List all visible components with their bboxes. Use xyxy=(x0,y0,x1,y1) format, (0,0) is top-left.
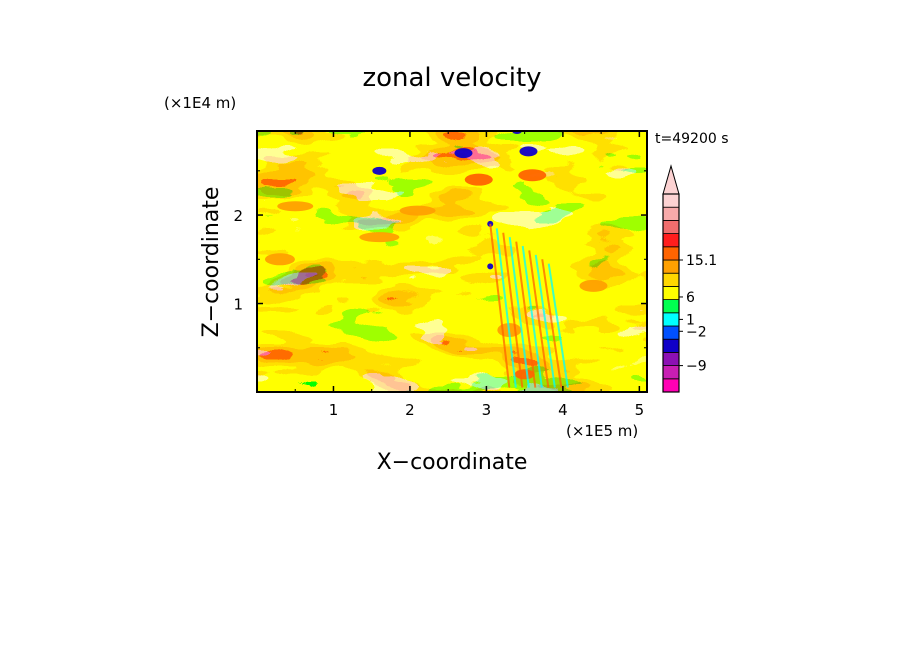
colorbar-swatch xyxy=(662,299,680,314)
y-unit-label: (×1E4 m) xyxy=(164,94,236,112)
colorbar-label: 15.1 xyxy=(686,253,717,269)
colorbar-swatch xyxy=(662,285,680,300)
field-blob xyxy=(514,369,535,380)
x-tick-label: 5 xyxy=(635,401,645,419)
colorbar-swatch xyxy=(662,206,680,221)
field-streak xyxy=(489,223,511,388)
x-axis-ticks: 1 2 3 4 5 xyxy=(294,131,645,419)
field-blob xyxy=(264,253,295,266)
y-tick-label: 1 xyxy=(233,296,243,314)
colorbar-swatch xyxy=(662,233,680,248)
field-streak xyxy=(521,245,543,388)
colorbar-swatch xyxy=(662,351,680,366)
y-axis-ticks: 12 xyxy=(233,170,647,349)
plot-frame xyxy=(256,130,648,393)
field-streak xyxy=(502,232,524,388)
colorbar-label: 1 xyxy=(686,312,695,328)
colorbar-swatch xyxy=(662,325,680,340)
x-tick-label: 3 xyxy=(482,401,492,419)
field-streak xyxy=(495,228,517,388)
field-blob xyxy=(519,146,538,157)
y-tick-label: 2 xyxy=(233,207,243,225)
x-axis-label: X−coordinate xyxy=(377,450,528,475)
colorbar-swatch xyxy=(662,193,680,208)
field-blob xyxy=(399,205,436,216)
field-streak xyxy=(547,263,569,388)
plot-area xyxy=(257,131,647,392)
colorbar-frame xyxy=(662,193,680,393)
field-blob xyxy=(487,263,494,270)
field-blob xyxy=(454,148,473,159)
field-features xyxy=(264,131,608,388)
x-tick-label: 1 xyxy=(329,401,339,419)
field-blob xyxy=(579,279,608,292)
time-label: t=49200 s xyxy=(655,131,729,147)
field-blob xyxy=(359,232,400,243)
field-streak xyxy=(528,250,550,388)
y-axis-label: Z−coordinate xyxy=(199,187,224,338)
colorbar-swatch xyxy=(662,365,680,380)
field-streak xyxy=(534,254,556,388)
field-blob xyxy=(518,169,547,182)
colorbar-swatch xyxy=(662,338,680,353)
field-texture xyxy=(257,131,647,392)
colorbar-swatch xyxy=(662,219,680,234)
field-blob xyxy=(372,166,387,175)
colorbar-swatch xyxy=(662,378,680,393)
colorbar-label: −9 xyxy=(686,359,707,375)
field-streak xyxy=(541,259,563,388)
x-tick-label: 2 xyxy=(405,401,415,419)
colorbar-swatch xyxy=(662,272,680,287)
chart-title: zonal velocity xyxy=(362,63,541,93)
field-streak xyxy=(515,241,537,388)
colorbar-arrow xyxy=(662,164,680,195)
colorbar-label: 6 xyxy=(686,290,695,306)
colorbar: 15.1 6 1−2 −9 xyxy=(662,164,717,393)
x-unit-label: (×1E5 m) xyxy=(566,422,638,440)
x-tick-label: 4 xyxy=(558,401,568,419)
colorbar-swatch xyxy=(662,312,680,327)
field-blob xyxy=(277,201,314,212)
colorbar-swatch xyxy=(662,246,680,261)
colorbar-swatch xyxy=(662,259,680,274)
colorbar-label: −2 xyxy=(686,324,707,340)
field-blob xyxy=(464,173,493,186)
field-streak xyxy=(508,237,530,388)
